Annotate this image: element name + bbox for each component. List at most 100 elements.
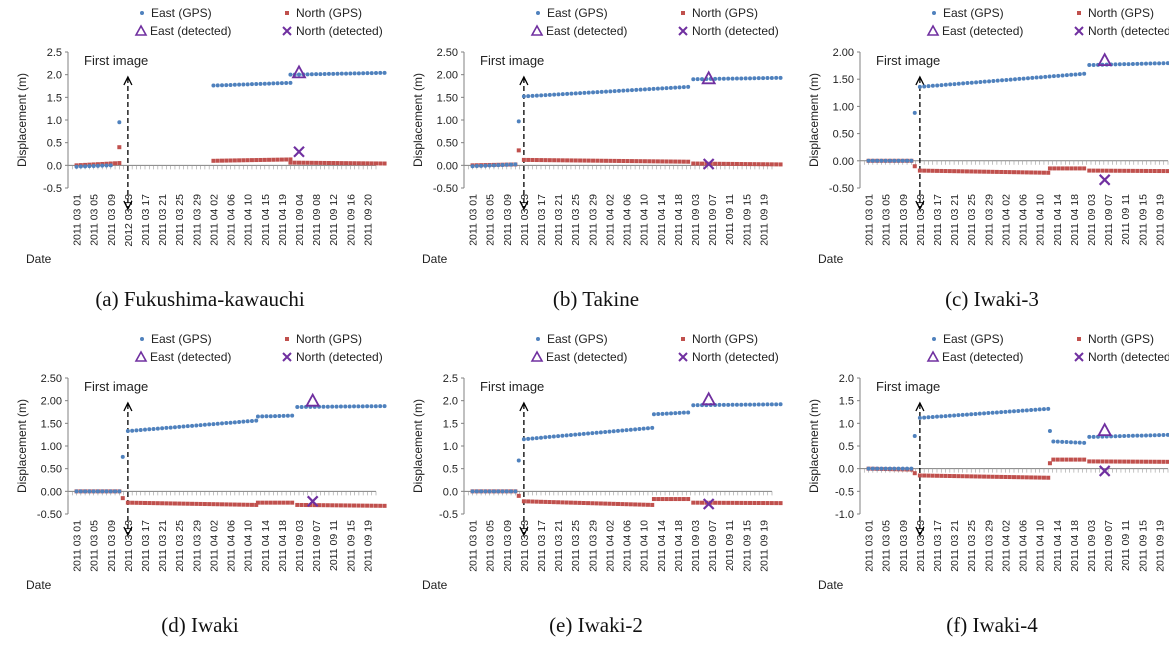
y-tick-label: 1.0	[443, 441, 458, 453]
east-gps-point	[1030, 76, 1034, 80]
east-gps-point	[770, 76, 774, 80]
y-tick-label: 0.0	[443, 486, 458, 498]
y-tick-label: 2.0	[839, 373, 854, 385]
east-gps-point	[779, 76, 783, 80]
x-tick-label: 2011 03 25	[570, 520, 582, 572]
chart-panel: East (GPS) North (GPS)East (detected) Nort…	[411, 6, 783, 311]
east-gps-point	[1153, 433, 1157, 437]
east-gps-point	[323, 72, 327, 76]
east-gps-point	[383, 404, 387, 408]
east-gps-point	[656, 412, 660, 416]
y-tick-label: 2.0	[47, 70, 62, 82]
legend-north-gps-label: North (GPS)	[692, 332, 758, 346]
east-gps-point	[318, 72, 322, 76]
legend-east-gps-label: East (GPS)	[151, 6, 212, 20]
north-gps-point	[613, 159, 617, 163]
north-gps-point	[918, 169, 922, 173]
north-gps-point	[160, 501, 164, 505]
east-gps-point	[909, 467, 913, 471]
legend-east-detected-label: East (detected)	[546, 24, 627, 38]
east-gps-point	[650, 426, 654, 430]
north-gps-point	[956, 474, 960, 478]
north-gps-point	[748, 501, 752, 505]
east-gps-point	[722, 77, 726, 81]
north-gps-point	[326, 503, 330, 507]
x-tick-label: 2011 09 03	[690, 520, 702, 572]
north-gps-point	[620, 502, 624, 506]
north-gps-point	[1033, 171, 1037, 175]
x-tick-label: 2011 09 03	[1086, 520, 1098, 572]
east-gps-point	[321, 405, 325, 409]
x-tick-label: 2011 09 03	[294, 520, 306, 572]
x-tick-label: 2011 09 15	[741, 520, 753, 572]
north-gps-point	[696, 162, 700, 166]
north-gps-point	[974, 170, 978, 174]
north-gps-point	[297, 161, 301, 165]
east-gps-point	[556, 434, 560, 438]
y-tick-label: 2.00	[833, 47, 854, 59]
east-gps-point	[352, 404, 356, 408]
x-tick-label: 2011 04 06	[226, 520, 238, 572]
north-gps-point	[717, 162, 721, 166]
north-gps-point	[713, 501, 717, 505]
legend-north-detected-marker	[1075, 353, 1083, 361]
legend-east-gps-marker	[932, 11, 936, 15]
east-gps-point	[897, 159, 901, 163]
legend-east-gps-marker	[932, 337, 936, 341]
east-gps-point	[246, 82, 250, 86]
north-gps-point	[273, 501, 277, 505]
east-gps-point	[1056, 74, 1060, 78]
legend-north-gps-marker	[285, 11, 289, 15]
first-image-label: First image	[84, 53, 148, 68]
x-tick-label: 2011 04 18	[277, 520, 289, 572]
north-gps-point	[673, 160, 677, 164]
north-gps-point	[965, 169, 969, 173]
east-gps-point	[271, 81, 275, 85]
legend-east-detected-marker	[136, 352, 146, 361]
east-gps-point	[1026, 76, 1030, 80]
north-gps-point	[642, 503, 646, 507]
x-tick-label: 2011 09 19	[758, 520, 770, 572]
north-gps-point	[552, 158, 556, 162]
east-gps-point	[374, 71, 378, 75]
east-gps-point	[991, 411, 995, 415]
north-gps-point	[757, 501, 761, 505]
east-gps-point	[913, 111, 917, 115]
north-gps-point	[761, 162, 765, 166]
north-gps-point	[216, 159, 220, 163]
east-gps-point	[273, 414, 277, 418]
y-tick-label: 0.50	[41, 464, 62, 476]
north-gps-point	[259, 158, 263, 162]
y-tick-label: -0.5	[835, 486, 854, 498]
east-gps-point	[957, 82, 961, 86]
east-gps-point	[509, 163, 513, 167]
north-gps-point	[1135, 460, 1139, 464]
north-gps-point	[1100, 169, 1104, 173]
north-gps-point	[250, 503, 254, 507]
north-gps-point	[1113, 169, 1117, 173]
east-gps-point	[686, 410, 690, 414]
east-gps-point	[939, 414, 943, 418]
east-gps-point	[660, 412, 664, 416]
north-gps-point	[113, 161, 117, 165]
north-gps-point	[731, 162, 735, 166]
east-gps-point	[173, 425, 177, 429]
east-gps-point	[374, 404, 378, 408]
x-tick-label: 2011 04 14	[656, 194, 668, 246]
east-gps-point	[739, 76, 743, 80]
east-gps-point	[1069, 73, 1073, 77]
x-tick-label: 2011 04 06	[1018, 194, 1030, 246]
east-gps-point	[617, 89, 621, 93]
x-tick-label: 2011 03 29	[587, 194, 599, 246]
x-tick-label: 2011 03 09	[106, 520, 118, 572]
north-gps-point	[254, 158, 258, 162]
east-gps-point	[267, 82, 271, 86]
north-gps-point	[935, 474, 939, 478]
x-tick-label: 2011 09 11	[328, 520, 340, 571]
east-gps-point	[1157, 433, 1161, 437]
legend-north-detected-label: North (detected)	[296, 350, 383, 364]
y-axis-title: Displacement (m)	[411, 73, 425, 167]
north-gps-point	[625, 502, 629, 506]
north-gps-point	[617, 159, 621, 163]
east-gps-point	[974, 80, 978, 84]
